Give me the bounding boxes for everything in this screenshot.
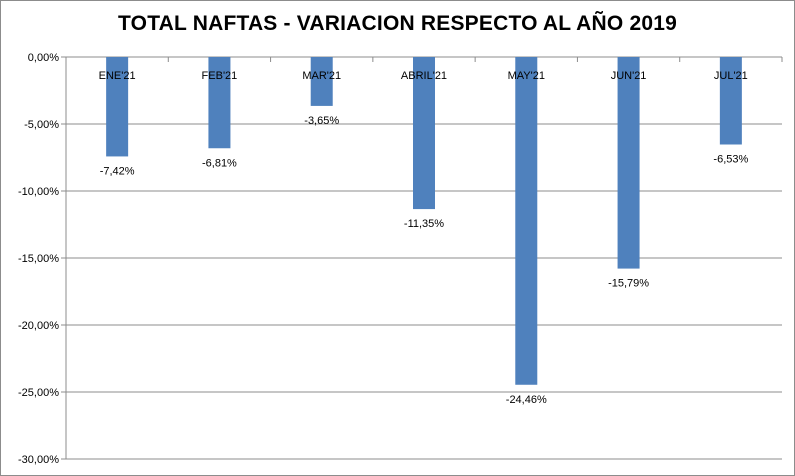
data-label: -3,65% (304, 115, 339, 127)
y-tick-label: -15,00% (18, 253, 59, 265)
bar (310, 57, 333, 106)
category-label: FEB'21 (202, 70, 238, 82)
bar (719, 57, 742, 145)
bar (515, 57, 538, 385)
chart-title: TOTAL NAFTAS - VARIACION RESPECTO AL AÑO… (118, 12, 677, 35)
y-tick-label: -20,00% (18, 320, 59, 332)
category-label: JUL'21 (714, 70, 748, 82)
bar (106, 57, 129, 157)
y-tick-label: 0,00% (28, 52, 59, 64)
data-label: -6,53% (713, 154, 748, 166)
bar (617, 57, 640, 269)
y-tick-label: -30,00% (18, 454, 59, 466)
data-label: -15,79% (608, 278, 649, 290)
category-label: ENE'21 (99, 70, 136, 82)
data-label: -7,42% (100, 165, 135, 177)
data-label: -11,35% (404, 218, 444, 230)
category-label: ABRIL'21 (401, 70, 447, 82)
category-label: MAY'21 (508, 70, 545, 82)
y-tick-label: -10,00% (18, 186, 59, 198)
data-label: -6,81% (202, 157, 237, 169)
category-label: JUN'21 (611, 70, 647, 82)
y-tick-label: -5,00% (24, 119, 59, 131)
category-label: MAR'21 (302, 70, 341, 82)
bar (413, 57, 435, 210)
data-label: -24,46% (506, 394, 547, 406)
bar (208, 57, 231, 149)
y-tick-label: -25,00% (18, 387, 59, 399)
